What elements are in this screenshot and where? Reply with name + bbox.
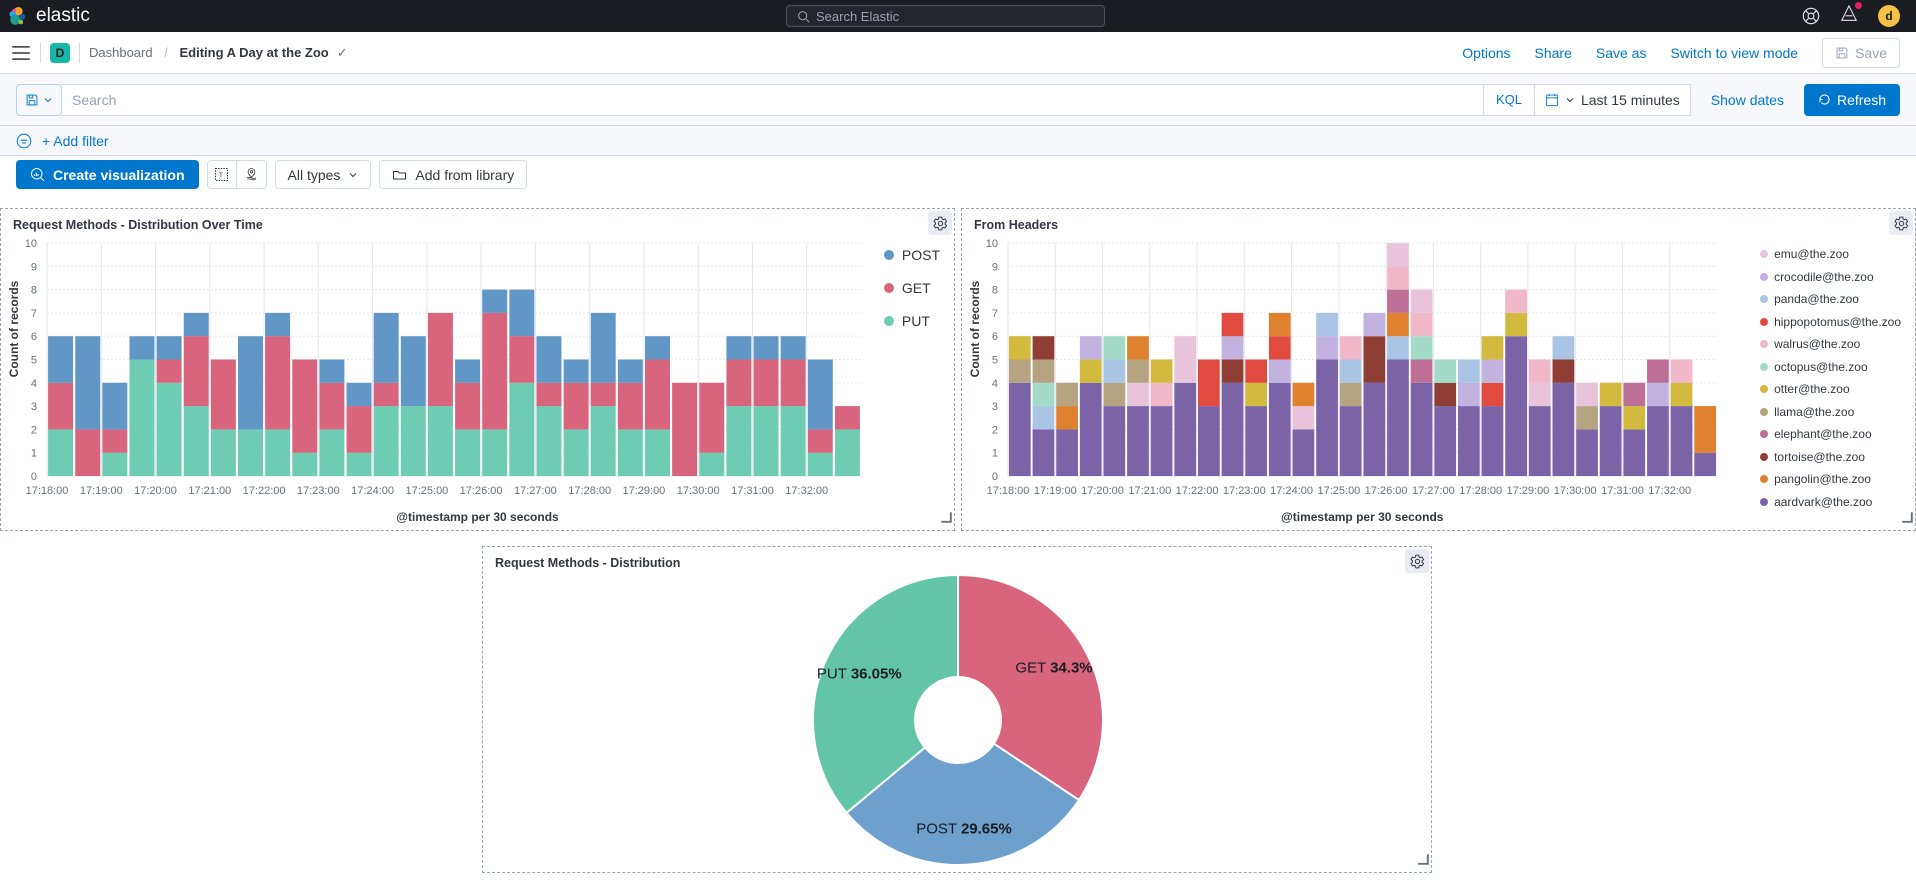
svg-text:17:32:00: 17:32:00 [785, 485, 828, 497]
svg-text:17:29:00: 17:29:00 [1506, 485, 1549, 497]
svg-text:17:32:00: 17:32:00 [1648, 485, 1691, 497]
svg-text:1: 1 [31, 448, 37, 460]
svg-text:1: 1 [992, 448, 998, 460]
svg-text:17:18:00: 17:18:00 [26, 485, 69, 497]
svg-text:4: 4 [992, 378, 998, 390]
svg-text:17:25:00: 17:25:00 [1317, 485, 1360, 497]
svg-text:17:30:00: 17:30:00 [677, 485, 720, 497]
svg-text:17:22:00: 17:22:00 [243, 485, 286, 497]
svg-text:17:21:00: 17:21:00 [188, 485, 231, 497]
svg-text:0: 0 [992, 471, 998, 483]
svg-text:17:31:00: 17:31:00 [731, 485, 774, 497]
svg-text:9: 9 [992, 261, 998, 273]
svg-text:9: 9 [31, 261, 37, 273]
svg-text:17:21:00: 17:21:00 [1128, 485, 1171, 497]
svg-text:3: 3 [31, 401, 37, 413]
svg-text:17:24:00: 17:24:00 [351, 485, 394, 497]
svg-text:T: T [219, 172, 223, 179]
svg-text:5: 5 [31, 355, 37, 367]
svg-text:17:20:00: 17:20:00 [134, 485, 177, 497]
svg-text:10: 10 [25, 238, 37, 250]
svg-text:8: 8 [992, 285, 998, 297]
svg-text:17:18:00: 17:18:00 [987, 485, 1030, 497]
svg-text:17:27:00: 17:27:00 [514, 485, 557, 497]
svg-text:17:28:00: 17:28:00 [1459, 485, 1502, 497]
svg-text:17:20:00: 17:20:00 [1081, 485, 1124, 497]
svg-text:17:28:00: 17:28:00 [568, 485, 611, 497]
svg-text:17:29:00: 17:29:00 [622, 485, 665, 497]
svg-text:5: 5 [992, 355, 998, 367]
svg-text:17:19:00: 17:19:00 [1034, 485, 1077, 497]
svg-text:17:27:00: 17:27:00 [1412, 485, 1455, 497]
svg-text:17:23:00: 17:23:00 [1223, 485, 1266, 497]
svg-text:2: 2 [992, 424, 998, 436]
svg-text:7: 7 [992, 308, 998, 320]
svg-text:17:26:00: 17:26:00 [460, 485, 503, 497]
svg-text:17:23:00: 17:23:00 [297, 485, 340, 497]
svg-text:17:19:00: 17:19:00 [80, 485, 123, 497]
svg-text:6: 6 [31, 331, 37, 343]
svg-text:17:24:00: 17:24:00 [1270, 485, 1313, 497]
svg-text:17:26:00: 17:26:00 [1365, 485, 1408, 497]
svg-text:17:22:00: 17:22:00 [1176, 485, 1219, 497]
svg-text:0: 0 [31, 471, 37, 483]
svg-text:2: 2 [31, 424, 37, 436]
svg-text:8: 8 [31, 285, 37, 297]
svg-text:7: 7 [31, 308, 37, 320]
svg-text:17:25:00: 17:25:00 [405, 485, 448, 497]
svg-text:4: 4 [31, 378, 37, 390]
svg-text:17:31:00: 17:31:00 [1601, 485, 1644, 497]
svg-text:17:30:00: 17:30:00 [1554, 485, 1597, 497]
svg-text:10: 10 [986, 238, 998, 250]
svg-text:3: 3 [992, 401, 998, 413]
svg-text:6: 6 [992, 331, 998, 343]
